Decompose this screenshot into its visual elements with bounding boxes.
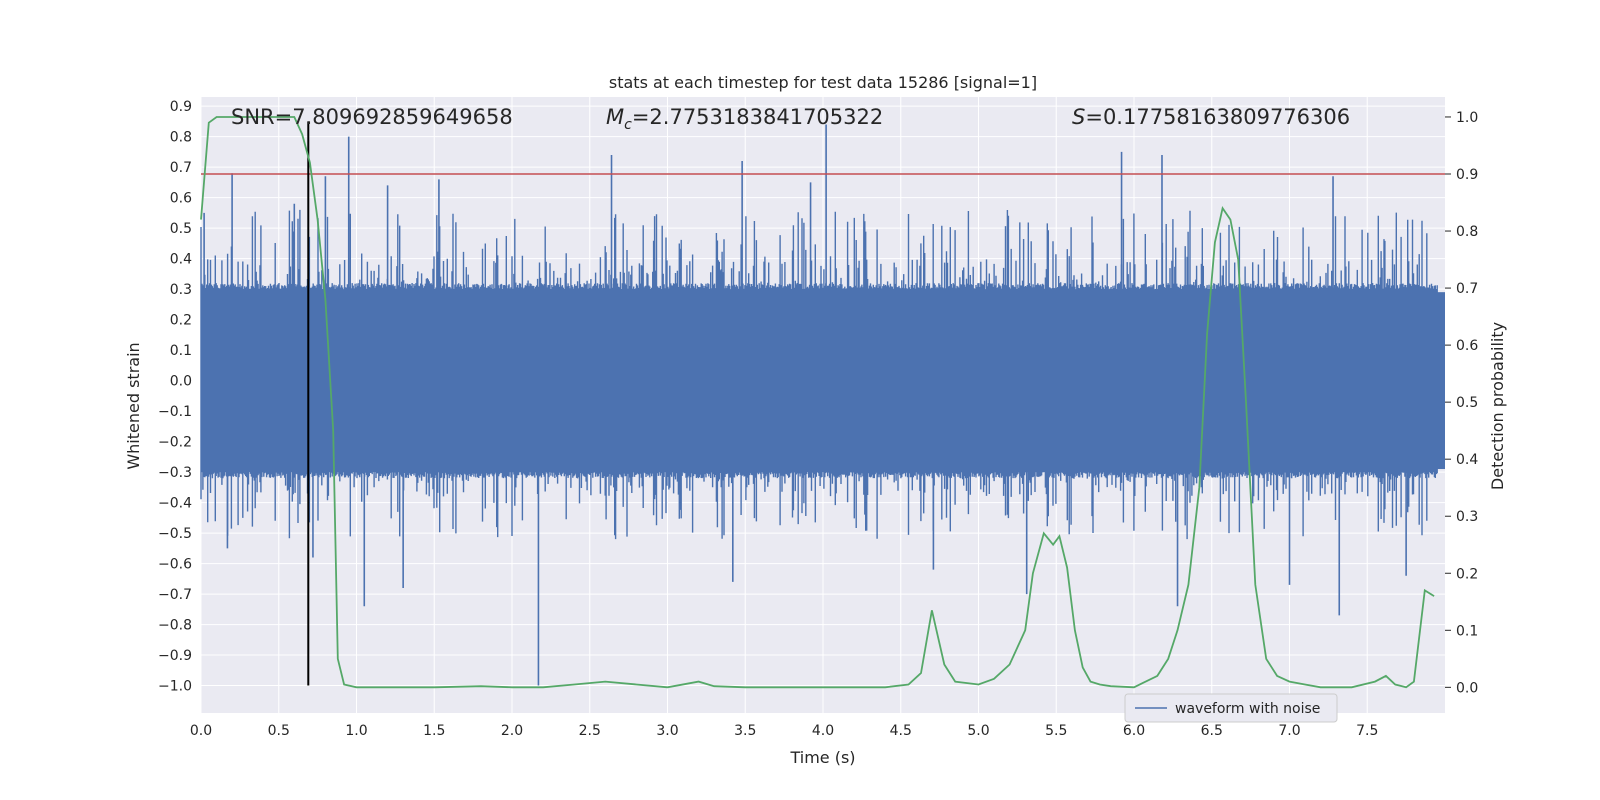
x-tick-label-6: 3.0 [656,723,678,739]
x-tick-label-3: 1.5 [423,723,445,739]
y2-tick-label-1: 0.9 [1456,167,1478,183]
y-tick-label-1: 0.8 [170,130,192,146]
y2-tick-label-3: 0.7 [1456,281,1478,297]
y-tick-label-13: −0.4 [158,496,192,512]
x-tick-label-14: 7.0 [1278,723,1300,739]
x-tick-label-11: 5.5 [1045,723,1067,739]
y-tick-label-15: −0.6 [158,557,192,573]
chart-title: stats at each timestep for test data 152… [609,73,1037,92]
x-axis-label: Time (s) [789,748,855,767]
x-tick-label-5: 2.5 [579,723,601,739]
y2-tick-label-7: 0.3 [1456,509,1478,525]
y2-tick-label-6: 0.4 [1456,452,1478,468]
x-tick-label-13: 6.5 [1201,723,1223,739]
y-tick-label-9: 0.0 [170,374,192,390]
y-tick-label-0: 0.9 [170,99,192,115]
waveform-series [200,124,1445,686]
y-tick-label-14: −0.5 [158,526,192,542]
y2-tick-label-9: 0.1 [1456,623,1478,639]
y2-tick-label-0: 1.0 [1456,110,1478,126]
x-tick-label-0: 0.0 [190,723,212,739]
y2-tick-label-4: 0.6 [1456,338,1478,354]
y-tick-label-17: −0.8 [158,618,192,634]
legend-label-waveform: waveform with noise [1175,701,1320,717]
x-tick-label-1: 0.5 [268,723,290,739]
x-tick-label-7: 3.5 [734,723,756,739]
y-tick-label-12: −0.3 [158,465,192,481]
mc-subscript: c [624,117,632,133]
overlays [201,121,1445,686]
x-tick-label-10: 5.0 [967,723,989,739]
y-tick-label-16: −0.7 [158,587,192,603]
y-tick-label-2: 0.7 [170,160,192,176]
y-tick-label-5: 0.4 [170,252,192,268]
x-tick-label-4: 2.0 [501,723,523,739]
y-tick-label-18: −0.9 [158,648,192,664]
probability-series [200,116,1435,689]
y-axis-label: Whitened strain [124,342,143,469]
y-tick-label-11: −0.2 [158,435,192,451]
legend-box [1124,693,1338,723]
x-tick-label-9: 4.5 [890,723,912,739]
mc-value: =2.7753183841705322 [632,105,883,129]
y2-tick-label-2: 0.8 [1456,224,1478,240]
probability-line [200,116,1435,689]
y-tick-label-19: −1.0 [158,679,192,695]
axes: 0.0 0.5 1.0 1.5 2.0 2.5 3.0 3.5 4.0 4.5 5.0 5.5 6.0 6… [158,99,1478,739]
x-tick-label-8: 4.0 [812,723,834,739]
y2-axis-label: Detection probability [1488,322,1507,490]
s-symbol: S [1072,105,1085,129]
y-tick-label-6: 0.3 [170,282,192,298]
y-tick-label-4: 0.5 [170,221,192,237]
y-tick-label-3: 0.6 [170,191,192,207]
y2-tick-label-8: 0.2 [1456,566,1478,582]
y-tick-label-7: 0.2 [170,313,192,329]
y-tick-label-10: −0.1 [158,404,192,420]
s-value: =0.17758163809776306 [1085,105,1350,129]
x-tick-label-2: 1.0 [345,723,367,739]
waveform-line [200,209,1438,540]
y-tick-label-8: 0.1 [170,343,192,359]
s-annotation: S=0.17758163809776306 [1072,105,1350,129]
y2-tick-label-5: 0.5 [1456,395,1478,411]
x-tick-label-15: 7.5 [1356,723,1378,739]
y2-tick-label-10: 0.0 [1456,680,1478,696]
x-tick-label-12: 6.0 [1123,723,1145,739]
legend: waveform with noise [1124,693,1338,723]
mc-symbol: M [606,105,624,129]
mc-annotation: Mc=2.7753183841705322 [606,105,883,133]
snr-annotation: SNR=7.809692859649658 [231,105,513,129]
